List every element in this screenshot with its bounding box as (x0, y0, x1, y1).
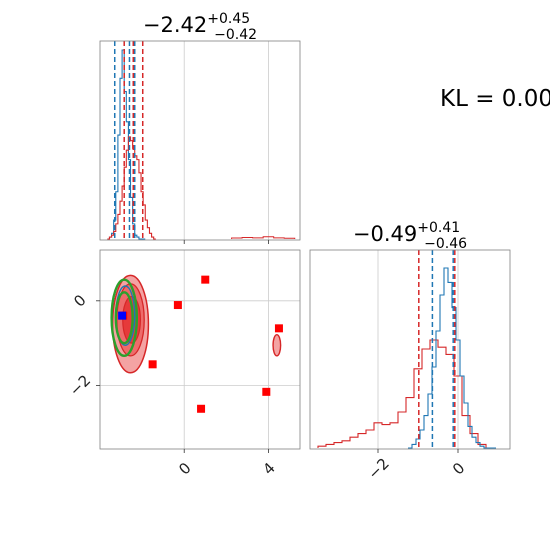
blue-marker (118, 311, 127, 320)
scatter-ytick-label: −2 (66, 371, 94, 399)
red-marker (173, 301, 182, 310)
scatter-frame (99, 249, 301, 450)
histogram-2-xtick-label: 0 (449, 459, 468, 478)
contour-red-blob (272, 333, 282, 357)
scatter-ytick-label: 0 (70, 291, 89, 310)
histogram-1-frame (99, 40, 301, 241)
histogram-2-frame (309, 249, 511, 450)
red-marker (274, 324, 283, 333)
histogram-1-red-tail (231, 236, 296, 239)
red-marker (197, 404, 206, 413)
histogram-2-red-series (317, 339, 494, 449)
histogram-2-title: −0.49+0.41 −0.46 (353, 220, 467, 252)
histogram-1-blue-series (107, 49, 146, 240)
kl-annotation: KL = 0.00 (440, 86, 550, 112)
histogram-panel-1: −2.42+0.45 −0.42 (99, 11, 301, 244)
contour-green-inner (114, 291, 134, 345)
scatter-xtick-label: 4 (259, 459, 278, 478)
contour-green-outer (110, 278, 139, 358)
scatter-xtick-label: 0 (175, 459, 194, 478)
histogram-2-blue-series (408, 267, 496, 449)
histogram-2-xtick-label: −2 (365, 455, 393, 483)
scatter-panel: 0 4 0 −2 (66, 249, 301, 478)
red-marker (201, 275, 210, 284)
red-marker (148, 360, 157, 369)
histogram-1-title: −2.42+0.45 −0.42 (143, 11, 257, 43)
histogram-1-red-series (107, 136, 156, 240)
histogram-panel-2: −2 0 −0.49+0.41 −0.46 (309, 220, 511, 483)
red-marker (262, 387, 271, 396)
